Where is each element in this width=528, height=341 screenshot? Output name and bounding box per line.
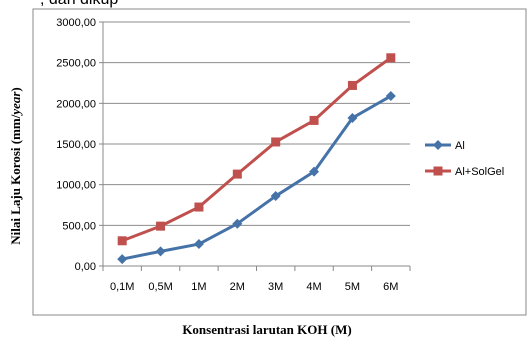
series-line-0 — [121, 94, 392, 261]
data-point-square — [309, 115, 319, 125]
y-tick-label: 1500,00 — [56, 139, 96, 151]
data-point-diamond — [347, 112, 358, 123]
data-point-diamond — [232, 218, 243, 229]
x-tick-label: 0,5M — [148, 281, 172, 293]
data-point-square — [386, 53, 396, 63]
x-tick-label: 0,1M — [110, 281, 134, 293]
y-tick-label: 3000,00 — [56, 17, 96, 29]
x-tick-label: 6M — [383, 281, 398, 293]
data-point-diamond — [309, 166, 320, 177]
x-axis-label: Konsentrasi larutan KOH (M) — [182, 322, 351, 337]
y-axis-ticks: 0,00 500,00 1000,00 1500,00 2000,00 2500,00 30… — [56, 17, 96, 273]
x-tick-label: 1M — [191, 281, 206, 293]
partial-caption-text: , dan dikup — [40, 0, 460, 9]
data-point-diamond — [155, 246, 166, 257]
legend-marker-square — [433, 166, 443, 176]
chart-area-border — [32, 8, 527, 316]
legend-label: Al+SolGel — [455, 166, 504, 178]
data-point-square — [156, 221, 166, 231]
y-tick-label: 0,00 — [75, 261, 96, 273]
legend: Al Al+SolGel — [425, 140, 504, 178]
x-tick-label: 4M — [306, 281, 321, 293]
y-tick-label: 500,00 — [62, 220, 96, 232]
y-tick-label: 1000,00 — [56, 180, 96, 192]
data-point-diamond — [385, 91, 396, 102]
series-group — [117, 53, 396, 265]
x-tick-label: 5M — [345, 281, 360, 293]
data-point-square — [347, 80, 357, 90]
y-axis-label: Nilai Laju Korosi (mm/year) — [8, 87, 23, 245]
legend-label: Al — [455, 140, 465, 152]
data-point-square — [271, 137, 281, 147]
data-point-square — [117, 236, 127, 246]
data-point-diamond — [193, 239, 204, 250]
y-tick-label: 2000,00 — [56, 98, 96, 110]
data-point-square — [194, 202, 204, 212]
x-tick-label: 2M — [230, 281, 245, 293]
gridlines — [99, 21, 411, 271]
legend-marker-diamond — [433, 140, 443, 150]
data-point-square — [232, 169, 242, 179]
series-line-1 — [121, 56, 392, 243]
x-tick-label: 3M — [268, 281, 283, 293]
y-tick-label: 2500,00 — [56, 58, 96, 70]
data-point-diamond — [270, 191, 281, 202]
data-point-diamond — [117, 254, 128, 265]
x-axis-ticks: 0,1M 0,5M 1M 2M 3M 4M 5M 6M — [110, 281, 399, 293]
